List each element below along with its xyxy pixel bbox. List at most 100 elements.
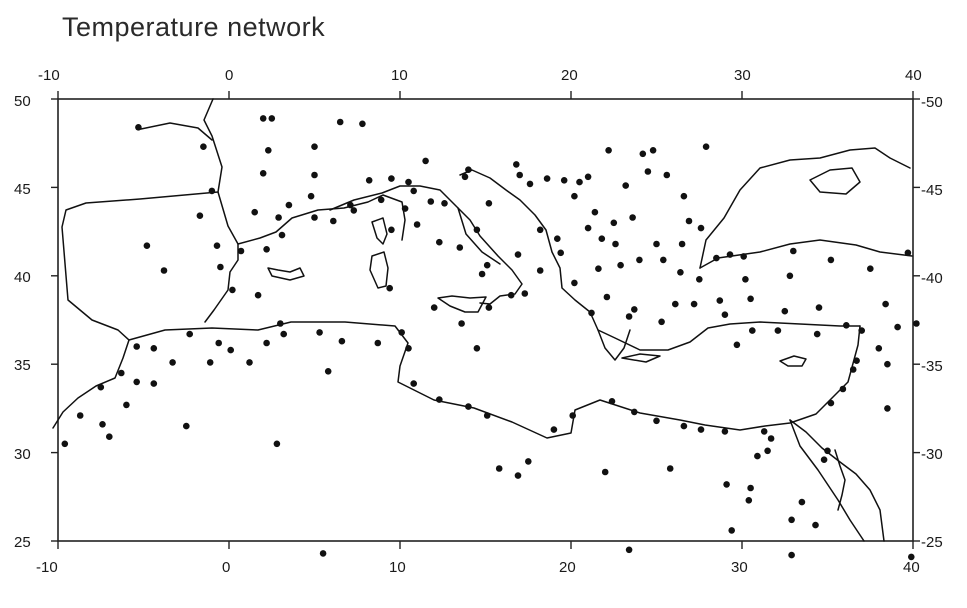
station-dot [456,244,464,251]
station-dot [820,456,828,464]
coastline [789,419,885,542]
station-dot [625,313,633,320]
station-dot [867,265,874,273]
station-dot [716,297,724,304]
station-dot [824,447,831,455]
bottom-tick-label: 30 [731,559,748,576]
coastline [597,329,631,361]
bottom-tick-label: 20 [559,559,576,576]
station-dot [697,426,705,433]
station-dot [728,527,735,534]
station-dot [478,270,486,278]
station-dot [106,433,113,441]
station-dot [584,173,592,181]
station-dot [311,171,318,179]
station-dot [213,242,221,249]
station-dot [742,276,749,283]
station-dot [350,207,358,214]
station-dot [405,345,412,352]
station-dot [786,272,794,280]
station-dot [550,426,558,433]
top-tick-label: 40 [905,67,922,84]
station-dot [246,359,253,366]
left-tick-label: 35 [14,357,31,374]
station-dot [617,261,624,269]
station-dot [135,124,142,131]
station-dot [374,339,382,347]
station-dot [143,242,151,249]
station-dot [422,157,429,165]
station-dot [733,341,741,349]
station-dot [265,147,272,154]
station-dot [430,304,438,311]
station-dot [311,214,318,221]
station-dot [536,226,544,234]
station-dot [721,428,729,435]
station-dot [259,170,267,177]
station-dot [206,359,214,366]
coastline [809,167,861,195]
station-dot [774,327,782,334]
bottom-tick-label: -10 [36,559,58,576]
top-tick-label: 0 [225,67,233,84]
station-dot [658,318,665,326]
station-dot [678,240,686,248]
station-dot [436,238,443,246]
right-tick-label: -30 [921,446,943,463]
coastline-layer [52,98,913,542]
station-dot [747,484,754,492]
station-dot [904,249,912,257]
station-dot [495,465,503,472]
right-tick-label: -25 [921,534,943,551]
station-dot [610,219,618,227]
station-dot [485,304,493,311]
station-dot [612,240,619,248]
station-dot [316,329,323,336]
station-dot [875,345,883,352]
station-dot [839,385,847,393]
station-dot [465,166,472,173]
station-dot [61,440,69,448]
station-dot [227,346,234,354]
station-dot [666,465,674,472]
station-dot [598,235,606,242]
station-dot [273,440,281,448]
station-dot [521,290,529,297]
station-dot [388,226,395,234]
station-dot [461,173,469,181]
station-dot [285,201,293,209]
station-dot [543,175,551,182]
station-dot [631,306,638,313]
station-dot [441,200,448,207]
station-dot [815,304,823,311]
station-dot [605,147,612,154]
coastline [789,419,865,542]
station-dot [123,401,130,409]
station-dot [603,293,611,301]
station-dot [672,300,679,308]
station-dot [536,267,544,274]
coastline [699,147,911,269]
station-dot [507,291,515,299]
coastline [779,355,807,367]
station-dot [398,329,406,336]
left-tick-label: 45 [14,181,31,198]
top-tick-label: 10 [391,67,408,84]
station-dot [410,187,418,195]
station-dot [118,369,125,377]
station-dot [629,214,636,221]
coastline [128,321,861,439]
station-dot [884,360,891,368]
right-tick-label: -35 [921,358,943,375]
right-tick-label: -45 [921,182,943,199]
station-dot [324,368,332,375]
station-dot [330,217,337,225]
station-dot [680,192,688,200]
station-dot [747,295,754,303]
station-dot [427,198,435,205]
station-dot [908,553,915,561]
station-dot [196,212,204,219]
station-dot [217,263,224,271]
coastline [369,251,389,289]
